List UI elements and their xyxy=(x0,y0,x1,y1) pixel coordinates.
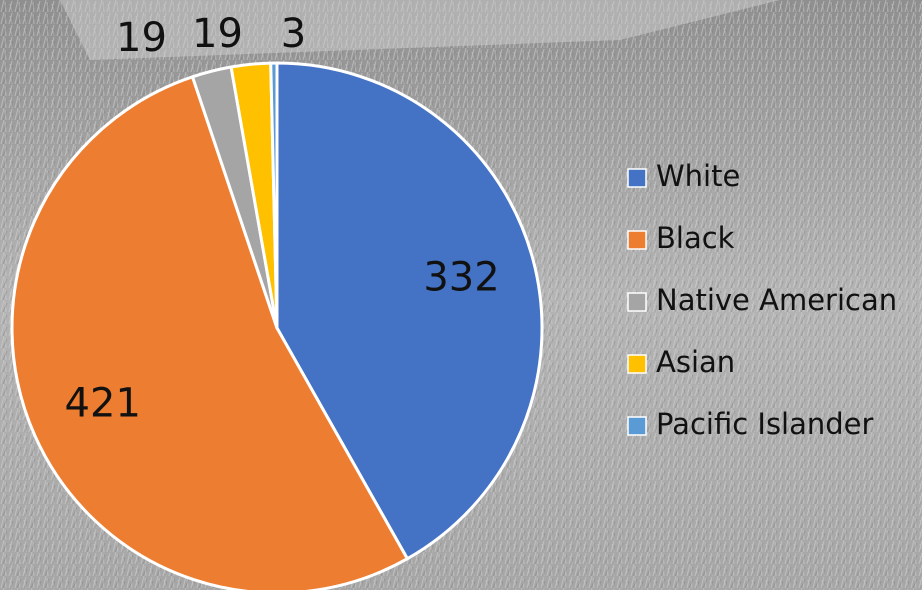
pie-slice xyxy=(10,75,409,590)
legend-label: Black xyxy=(656,221,735,255)
data-label: 3 xyxy=(281,11,306,57)
data-label: 421 xyxy=(65,381,141,427)
data-label: 19 xyxy=(116,15,167,61)
legend-swatch xyxy=(627,416,647,436)
data-label: 332 xyxy=(423,254,499,300)
data-label: 19 xyxy=(192,11,243,57)
legend-label: Asian xyxy=(656,345,735,379)
legend-swatch xyxy=(627,292,647,312)
legend-label: White xyxy=(656,159,740,193)
legend: White Black Native American Asian Pacific Is… xyxy=(627,159,897,441)
legend-swatch xyxy=(627,168,647,188)
legend-swatch xyxy=(627,230,647,250)
pie: 332 421 3 19 19 xyxy=(10,11,544,590)
legend-label: Native American xyxy=(656,283,897,317)
legend-label: Pacific Islander xyxy=(656,407,874,441)
pie-slice xyxy=(269,61,279,330)
background-object xyxy=(60,0,780,60)
legend-swatch xyxy=(627,354,647,374)
pie-slice xyxy=(275,61,544,561)
